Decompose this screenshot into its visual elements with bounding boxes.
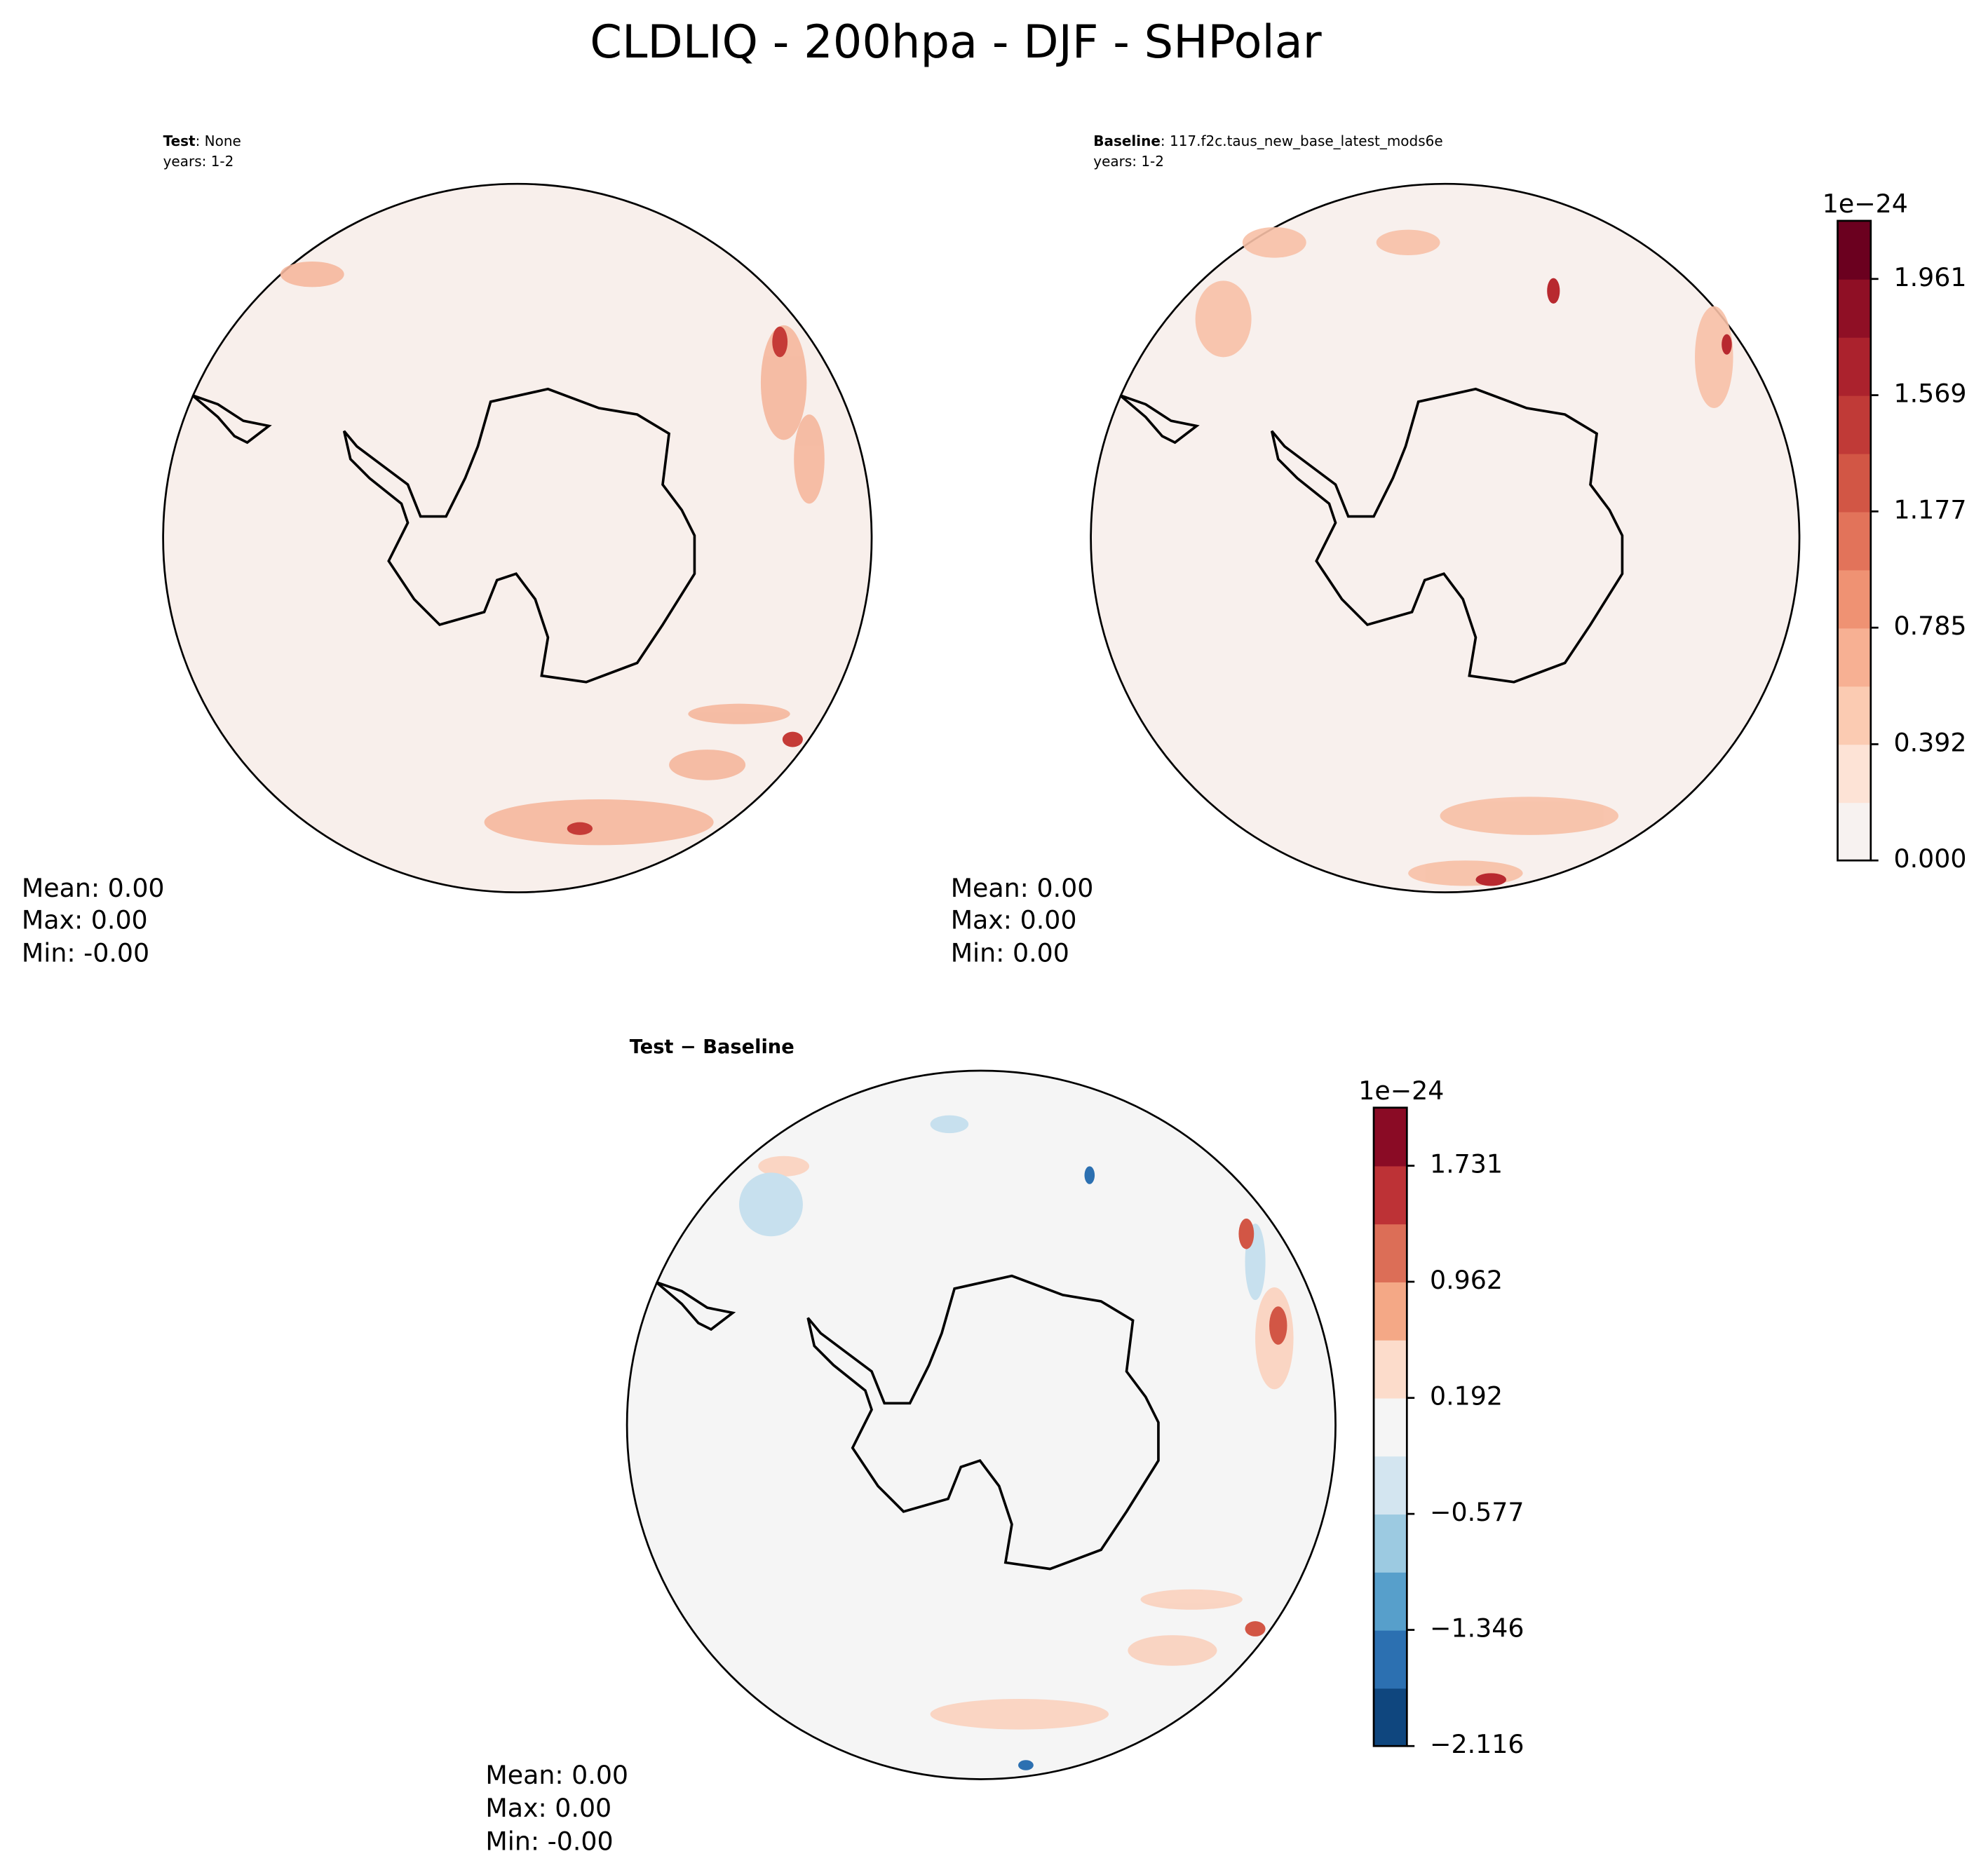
colorbar-level bbox=[1374, 1456, 1407, 1515]
colorbar-tick-label: 0.392 bbox=[1894, 727, 1967, 757]
stat: Max: 0.00 bbox=[22, 904, 148, 935]
colorbar-level bbox=[1374, 1630, 1407, 1689]
colorbar-level bbox=[1837, 628, 1871, 687]
contour-peak bbox=[1475, 278, 1732, 886]
colorbar-tick-label: 1.731 bbox=[1430, 1149, 1503, 1179]
contour-peak bbox=[1238, 1218, 1287, 1637]
contour-trough bbox=[1018, 1166, 1095, 1770]
colorbar-frame bbox=[1372, 1106, 1408, 1747]
colorbar-level bbox=[1837, 569, 1871, 629]
panel-years: years: 1-2 bbox=[1093, 153, 1164, 170]
panel-name: Test bbox=[163, 133, 196, 149]
panel-label: Baseline: 117.f2c.taus_new_base_latest_m… bbox=[1093, 133, 1442, 149]
map-disc bbox=[1090, 182, 1801, 893]
colorbar-tick-label: −1.346 bbox=[1430, 1613, 1524, 1644]
colorbar-level bbox=[1837, 337, 1871, 396]
stat: Mean: 0.00 bbox=[22, 873, 165, 903]
colorbar-level bbox=[1837, 278, 1871, 338]
stat: Min: 0.00 bbox=[951, 938, 1069, 968]
colorbar-level bbox=[1837, 395, 1871, 454]
panel-label: Test − Baseline bbox=[630, 1036, 794, 1058]
stat: Max: 0.00 bbox=[951, 904, 1077, 935]
stat: Max: 0.00 bbox=[485, 1793, 611, 1823]
colorbar-level bbox=[1837, 744, 1871, 804]
stat: Mean: 0.00 bbox=[951, 873, 1094, 903]
colorbar-frame bbox=[1837, 219, 1872, 862]
contour-fill bbox=[280, 262, 825, 846]
colorbar-level bbox=[1837, 453, 1871, 513]
colorbar-level bbox=[1374, 1339, 1407, 1399]
panel-label: Test: None bbox=[163, 133, 241, 149]
map-panel: Baseline: 117.f2c.taus_new_base_latest_m… bbox=[951, 133, 1801, 968]
colorbar-exponent: 1e−24 bbox=[1358, 1076, 1444, 1106]
colorbar-level bbox=[1837, 802, 1871, 862]
map-panel: Test − Baseline Mean: 0.00 Max: 0.00 Min… bbox=[485, 1036, 1337, 1856]
map-disc bbox=[162, 182, 873, 893]
colorbar-level bbox=[1374, 1282, 1407, 1341]
colorbar-level bbox=[1374, 1514, 1407, 1573]
panel-name: Baseline bbox=[1093, 133, 1161, 149]
colorbar-level bbox=[1374, 1397, 1407, 1457]
colorbar-tick-label: 1.961 bbox=[1894, 262, 1967, 292]
contour-peak bbox=[567, 326, 803, 835]
colorbar-level bbox=[1837, 220, 1871, 280]
colorbar-exponent: 1e−24 bbox=[1823, 189, 1908, 219]
panel-subtitle: : None bbox=[196, 133, 241, 149]
stat: Min: -0.00 bbox=[22, 938, 149, 968]
colorbar-level bbox=[1837, 511, 1871, 571]
colorbar-tick-label: 0.785 bbox=[1894, 611, 1967, 641]
colorbar-tick-label: 0.192 bbox=[1430, 1381, 1503, 1411]
colorbar-level bbox=[1374, 1224, 1407, 1282]
panel-years: years: 1-2 bbox=[163, 153, 234, 170]
colorbar-tick-label: −2.116 bbox=[1430, 1729, 1524, 1759]
panel-subtitle: : 117.f2c.taus_new_base_latest_mods6e bbox=[1161, 133, 1443, 149]
colorbar-tick-label: 0.962 bbox=[1430, 1265, 1503, 1295]
figure-title: CLDLIQ - 200hpa - DJF - SHPolar bbox=[590, 15, 1321, 69]
colorbar-tick-label: 1.569 bbox=[1894, 379, 1967, 409]
map-panel: Test: None years: 1-2 Mean: 0.00 Max: 0.… bbox=[22, 133, 873, 968]
colorbar-level bbox=[1837, 686, 1871, 745]
colorbar-level bbox=[1374, 1571, 1407, 1631]
colorbar-tick-label: 0.000 bbox=[1894, 843, 1967, 874]
colorbar-tick-label: −0.577 bbox=[1430, 1497, 1524, 1527]
stat: Min: -0.00 bbox=[485, 1826, 613, 1856]
colorbar-tick-label: 1.177 bbox=[1894, 494, 1967, 524]
colorbar-level bbox=[1374, 1688, 1407, 1747]
colorbar-level bbox=[1374, 1107, 1407, 1167]
map-disc bbox=[626, 1069, 1337, 1780]
colorbars: 1e−24 0.000 0.392 0.785 1.177 1.569 1.961 1e−24… bbox=[1358, 189, 1966, 1759]
colorbar-level bbox=[1374, 1165, 1407, 1225]
stat: Mean: 0.00 bbox=[485, 1760, 628, 1790]
